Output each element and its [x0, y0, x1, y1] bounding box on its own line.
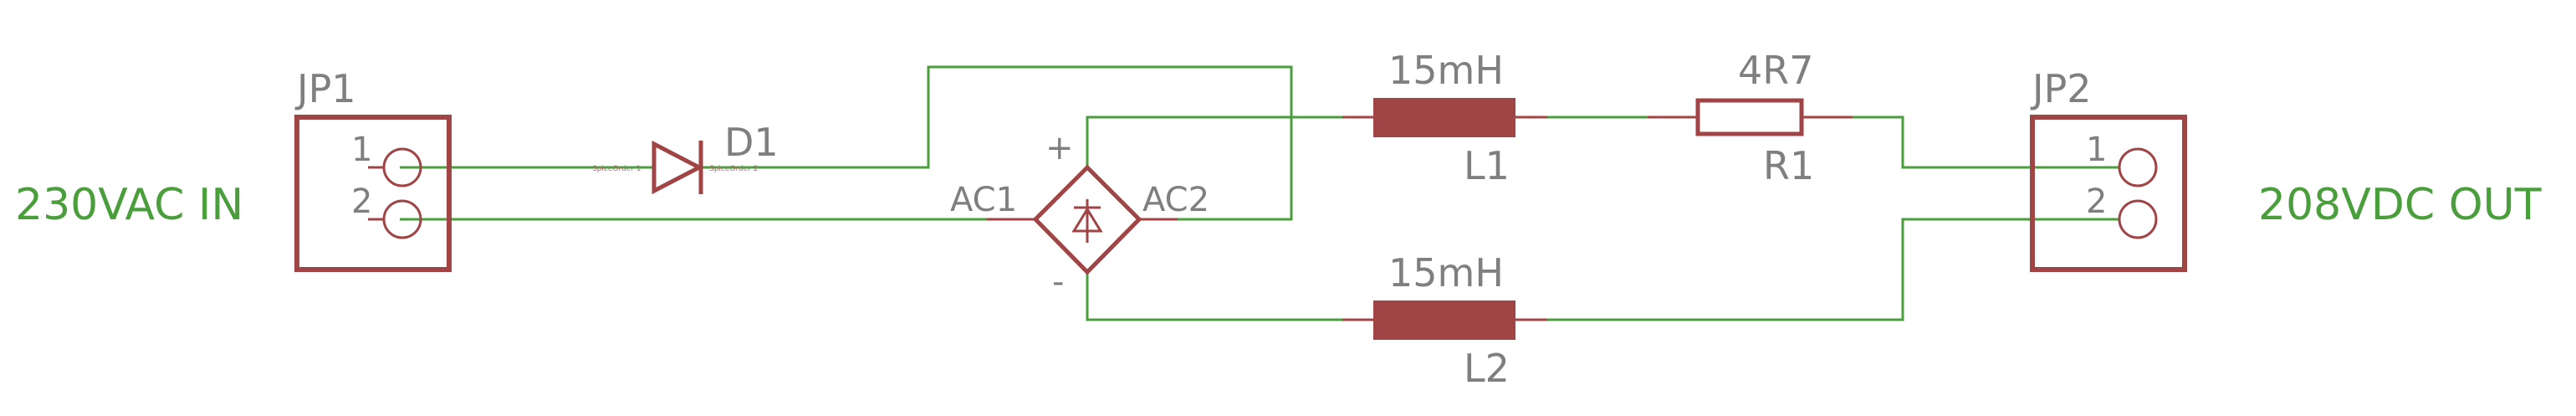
- jp1-pin1-label: 1: [351, 131, 372, 169]
- wire-d1-to-ac2: [703, 65, 1293, 221]
- jp1-body: [294, 115, 452, 272]
- l1-body: [1373, 98, 1515, 137]
- jp2-pin2-label: 2: [2086, 182, 2107, 221]
- wire-minus-to-l2: [1086, 272, 1342, 321]
- jp2-body: [2030, 115, 2187, 272]
- output-net-label: 208VDC OUT: [2258, 180, 2542, 230]
- l1-value-label: 15mH: [1388, 48, 1504, 93]
- r1-value-label: 4R7: [1738, 48, 1814, 93]
- jp1-label: JP1: [294, 66, 356, 111]
- l2-value-label: 15mH: [1388, 250, 1504, 295]
- r1-resistor: 4R7 R1: [1648, 48, 1853, 188]
- d1-diode: D1 SpiceOrder 1 SpiceOrder 2: [592, 120, 779, 195]
- bridge-plus-label: +: [1045, 129, 1074, 167]
- bridge-ac2-label: AC2: [1142, 181, 1209, 219]
- d1-triangle: [652, 140, 704, 195]
- bridge-rectifier: AC1 AC2 + -: [950, 129, 1209, 301]
- jp2-label: JP2: [2030, 66, 2092, 111]
- bridge-diamond: [1032, 164, 1142, 275]
- r1-body: [1695, 98, 1804, 136]
- jp2-pin1-label: 1: [2086, 131, 2107, 169]
- l2-inductor: 15mH L2: [1342, 250, 1547, 391]
- l1-inductor: 15mH L1: [1342, 48, 1547, 188]
- r1-name-label: R1: [1763, 143, 1814, 188]
- wire-l2-to-jp2-pin2: [1547, 218, 2120, 321]
- jp2-connector: JP2 1 2: [2030, 66, 2187, 272]
- wire-plus-to-l1: [1086, 116, 1342, 167]
- jp1-connector: JP1 1 2: [294, 66, 452, 272]
- input-net-label: 230VAC IN: [15, 180, 243, 230]
- wire-r1-to-jp2-pin1: [1853, 116, 2120, 169]
- d1-pin-a-label: SpiceOrder 1: [592, 165, 641, 173]
- l2-body: [1373, 300, 1515, 340]
- jp1-pin2-label: 2: [351, 182, 372, 221]
- jp2-pin1-circle: [2118, 147, 2158, 187]
- l2-name-label: L2: [1464, 346, 1510, 391]
- bridge-ac1-label: AC1: [950, 181, 1017, 219]
- l1-name-label: L1: [1464, 143, 1510, 188]
- wires: [400, 65, 2120, 321]
- bridge-minus-label: -: [1052, 263, 1064, 301]
- d1-pin-c-label: SpiceOrder 2: [709, 165, 759, 173]
- d1-label: D1: [724, 120, 779, 165]
- jp2-pin2-circle: [2118, 199, 2158, 239]
